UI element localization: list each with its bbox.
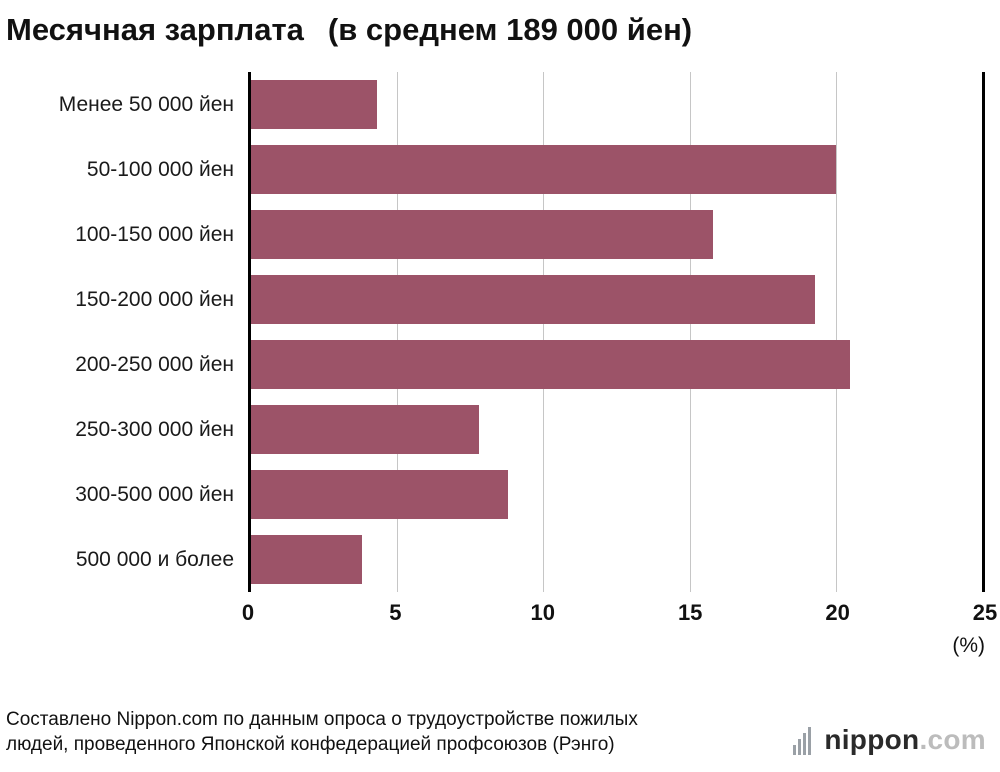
bar (251, 275, 816, 324)
source-attribution: Составлено Nippon.com по данным опроса о… (6, 708, 638, 756)
footer: Составлено Nippon.com по данным опроса о… (0, 660, 1000, 772)
bar (251, 535, 363, 584)
bar-row (251, 527, 982, 592)
bar-row (251, 72, 982, 137)
chart-title: Месячная зарплата (в среднем 189 000 йен) (0, 0, 1000, 72)
bar (251, 470, 509, 519)
nippon-logo-name: nippon.com (824, 724, 986, 756)
x-tick-label: 0 (241, 600, 255, 625)
bar (251, 340, 851, 389)
category-labels: Менее 50 000 йен 50-100 000 йен 100-150 00… (0, 72, 248, 592)
category-label: 50-100 000 йен (86, 157, 234, 181)
logo-suffix-text: .com (919, 724, 986, 755)
x-axis-unit-label: (%) (952, 634, 985, 657)
category-label: 500 000 и более (75, 547, 234, 571)
chart-title-note: (в среднем 189 000 йен) (327, 12, 693, 47)
category-label: 200-250 000 йен (75, 352, 234, 376)
bar-row (251, 332, 982, 397)
gridline (835, 72, 837, 592)
x-tick-label: 5 (389, 600, 402, 625)
logo-name-text: nippon (824, 724, 920, 755)
category-label: 300-500 000 йен (75, 482, 234, 506)
x-axis-ticks: 0 5 10 15 20 25 (242, 592, 997, 632)
bar-row (251, 267, 982, 332)
bar-chart: Менее 50 000 йен 50-100 000 йен 100-150 00… (0, 72, 985, 592)
chart-title-main: Месячная зарплата (6, 12, 304, 47)
category-label: Менее 50 000 йен (58, 92, 234, 116)
bar-row (251, 137, 982, 202)
category-label: 250-300 000 йен (75, 417, 234, 441)
plot-area (248, 72, 985, 592)
bar (251, 145, 836, 194)
bar (251, 80, 377, 129)
gridline (397, 72, 399, 592)
bar-row (251, 202, 982, 267)
x-tick-label: 25 (972, 600, 998, 625)
x-tick-label: 15 (677, 600, 703, 625)
gridline (689, 72, 691, 592)
category-label: 150-200 000 йен (75, 287, 234, 311)
category-label: 100-150 000 йен (75, 222, 234, 246)
gridline (543, 72, 545, 592)
x-tick-label: 10 (530, 600, 556, 625)
bar (251, 405, 480, 454)
bar (251, 210, 713, 259)
nippon-logo: nippon.com (793, 724, 986, 758)
bar-row (251, 397, 982, 462)
nippon-bars-icon (793, 727, 812, 755)
bar-row (251, 462, 982, 527)
x-tick-label: 20 (825, 600, 850, 625)
